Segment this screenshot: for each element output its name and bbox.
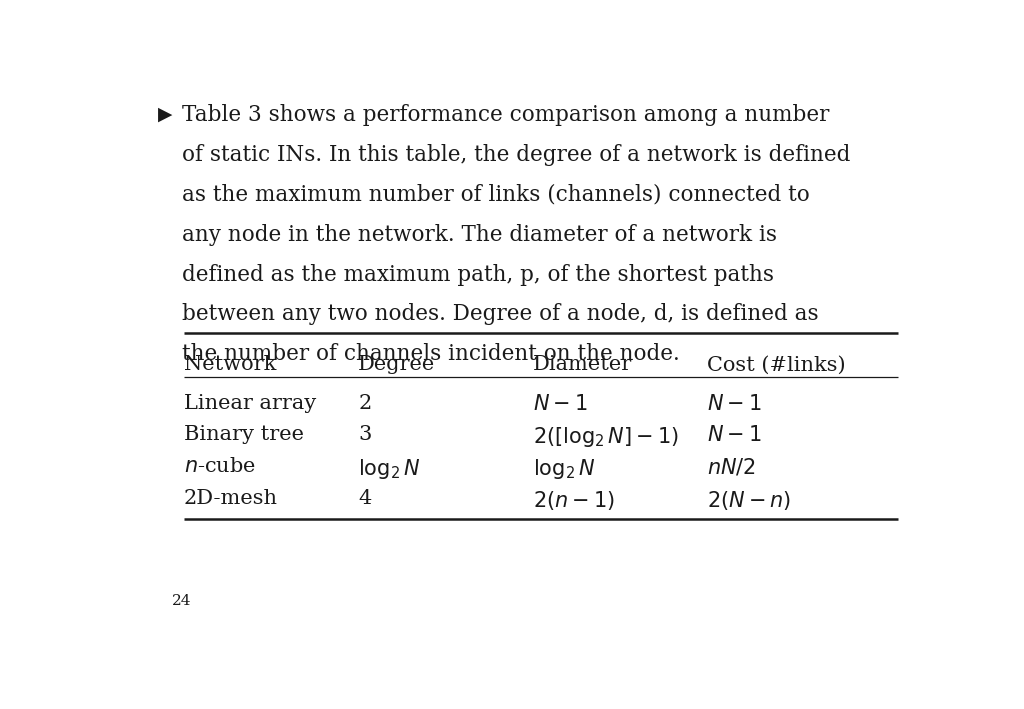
Text: Cost (#links): Cost (#links): [708, 355, 846, 374]
Text: as the maximum number of links (channels) connected to: as the maximum number of links (channels…: [182, 184, 810, 206]
Text: defined as the maximum path, p, of the shortest paths: defined as the maximum path, p, of the s…: [182, 264, 774, 286]
Text: of static INs. In this table, the degree of a network is defined: of static INs. In this table, the degree…: [182, 144, 850, 166]
Text: ▶: ▶: [158, 104, 172, 123]
Text: $n$-cube: $n$-cube: [183, 457, 256, 476]
Text: Binary tree: Binary tree: [183, 425, 303, 445]
Text: between any two nodes. Degree of a node, d, is defined as: between any two nodes. Degree of a node,…: [182, 303, 818, 325]
Text: 3: 3: [358, 425, 372, 445]
Text: 2D-mesh: 2D-mesh: [183, 489, 278, 508]
Text: $\log_2 N$: $\log_2 N$: [532, 457, 595, 481]
Text: 2: 2: [358, 393, 372, 413]
Text: Network: Network: [183, 355, 275, 374]
Text: 24: 24: [172, 594, 191, 608]
Text: $nN/2$: $nN/2$: [708, 457, 756, 478]
Text: Table 3 shows a performance comparison among a number: Table 3 shows a performance comparison a…: [182, 104, 829, 126]
Text: any node in the network. The diameter of a network is: any node in the network. The diameter of…: [182, 224, 777, 246]
Text: Linear array: Linear array: [183, 393, 315, 413]
Text: $2([\log_2 N] - 1)$: $2([\log_2 N] - 1)$: [532, 425, 679, 450]
Text: 4: 4: [358, 489, 372, 508]
Text: Diameter: Diameter: [532, 355, 632, 374]
Text: the number of channels incident on the node.: the number of channels incident on the n…: [182, 343, 680, 365]
Text: $2(N - n)$: $2(N - n)$: [708, 489, 792, 511]
Text: $N - 1$: $N - 1$: [708, 393, 762, 413]
Text: $\log_2 N$: $\log_2 N$: [358, 457, 421, 481]
Text: $N - 1$: $N - 1$: [532, 393, 588, 413]
Text: $2(n - 1)$: $2(n - 1)$: [532, 489, 614, 511]
Text: Degree: Degree: [358, 355, 435, 374]
Text: $N - 1$: $N - 1$: [708, 425, 762, 445]
